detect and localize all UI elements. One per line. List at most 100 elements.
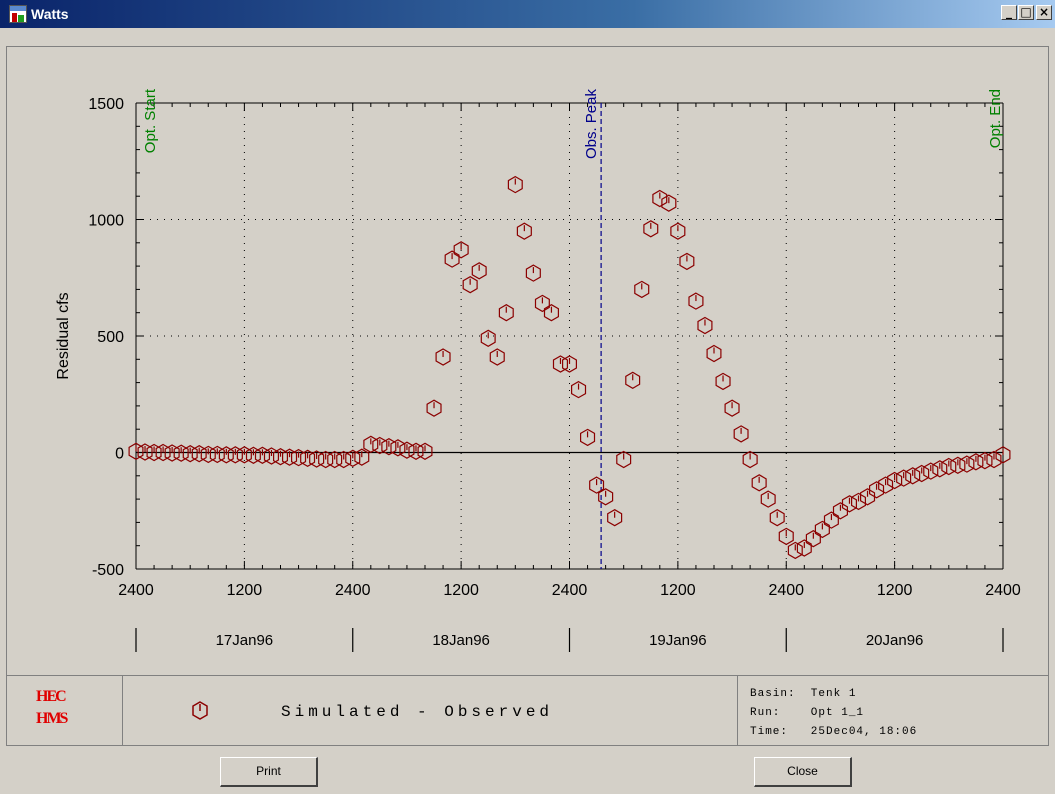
data-point [273, 448, 288, 466]
data-point [354, 448, 370, 466]
y-axis-label: Residual cfs [55, 292, 72, 379]
close-button[interactable]: Close [754, 757, 852, 787]
data-point-hexagon [878, 476, 894, 494]
data-point [561, 355, 578, 373]
info-divider [737, 676, 738, 746]
maximize-button[interactable]: □ [1018, 5, 1034, 20]
y-tick-label: 0 [115, 446, 124, 463]
data-point [209, 445, 225, 464]
data-point [670, 222, 686, 240]
data-point-hexagon [769, 509, 785, 527]
data-point-hexagon [164, 444, 180, 462]
close-window-button[interactable]: × [1036, 5, 1052, 20]
data-point-hexagon [516, 222, 532, 240]
data-point [498, 304, 514, 322]
data-point-hexagon [227, 446, 243, 464]
run-info: Basin: Tenk 1 Run: Opt 1_1 Time: 25Dec04, … [750, 685, 917, 742]
minimize-button[interactable]: _ [1001, 5, 1017, 20]
data-point-hexagon [146, 443, 162, 462]
data-point-hexagon [498, 304, 514, 322]
data-point [634, 280, 650, 299]
data-point [923, 462, 939, 480]
data-point-hexagon [363, 435, 379, 453]
data-point-hexagon [444, 250, 460, 268]
y-tick-label: -500 [92, 562, 124, 579]
data-point-hexagon [932, 460, 948, 478]
data-point-hexagon [796, 539, 812, 557]
data-point-hexagon [625, 371, 641, 389]
marker-label: Opt. End [987, 89, 1004, 148]
data-point [309, 450, 325, 468]
data-point-hexagon [561, 355, 578, 373]
data-point [598, 488, 614, 506]
data-point [318, 450, 334, 469]
data-point-hexagon [345, 449, 361, 467]
data-point-hexagon [670, 222, 686, 240]
data-point-hexagon [661, 194, 677, 212]
data-point-hexagon [354, 448, 370, 466]
data-point [462, 276, 478, 294]
data-point-hexagon [923, 462, 939, 480]
data-point [426, 399, 442, 417]
data-point [155, 443, 171, 462]
date-label: 18Jan96 [432, 632, 490, 649]
x-tick-label: 1200 [877, 582, 913, 599]
data-point-hexagon [191, 445, 207, 463]
print-button[interactable]: Print [220, 757, 318, 787]
data-point-hexagon [254, 446, 270, 464]
data-point-hexagon [128, 442, 144, 460]
data-point [787, 541, 803, 560]
data-point [552, 355, 569, 373]
title-bar: Watts _ □ × [0, 0, 1055, 28]
x-tick-label: 1200 [660, 582, 696, 599]
data-point-hexagon [327, 450, 343, 469]
data-point-hexagon [507, 175, 523, 194]
data-point-hexagon [823, 511, 839, 529]
data-point-hexagon [995, 446, 1011, 464]
data-point-hexagon [905, 467, 921, 485]
data-point-hexagon [471, 262, 487, 280]
data-point-hexagon [688, 292, 704, 310]
data-point-hexagon [570, 380, 587, 399]
data-point-hexagon [381, 438, 397, 456]
data-point-hexagon [697, 316, 713, 335]
data-point-hexagon [245, 446, 261, 464]
data-point [399, 441, 415, 459]
data-point-hexagon [399, 441, 415, 459]
data-point-hexagon [462, 276, 478, 294]
data-point-hexagon [372, 436, 388, 455]
data-point-hexagon [941, 457, 957, 476]
data-point [697, 316, 713, 335]
y-tick-label: 1500 [88, 96, 124, 113]
data-point-hexagon [778, 527, 794, 546]
data-point-hexagon [408, 442, 424, 460]
data-point [914, 464, 930, 483]
data-point [977, 452, 993, 470]
data-point [706, 344, 722, 363]
x-tick-label: 2400 [552, 582, 588, 599]
x-tick-label: 2400 [768, 582, 804, 599]
data-point [254, 446, 270, 464]
data-point-hexagon [751, 474, 767, 492]
data-point-hexagon [579, 428, 596, 447]
data-point [905, 467, 921, 485]
data-point-hexagon [760, 490, 776, 508]
data-point-hexagon [607, 509, 623, 527]
time-info: Time: 25Dec04, 18:06 [750, 726, 918, 738]
marker-label: Obs. Peak [583, 89, 600, 160]
data-point-hexagon [525, 264, 541, 282]
data-point-hexagon [634, 280, 650, 299]
data-point [146, 443, 162, 462]
data-point-hexagon [832, 502, 849, 520]
data-point-hexagon [968, 453, 984, 471]
data-point-hexagon [914, 464, 930, 483]
app-icon [9, 5, 27, 23]
data-point [878, 476, 894, 494]
run-id-info: Run: Opt 1_1 [750, 707, 865, 719]
data-point-hexagon [273, 448, 288, 466]
data-point-hexagon [805, 530, 821, 548]
data-point-hexagon [552, 355, 569, 373]
data-point [760, 490, 776, 508]
data-point [200, 445, 216, 464]
data-point [724, 399, 740, 417]
